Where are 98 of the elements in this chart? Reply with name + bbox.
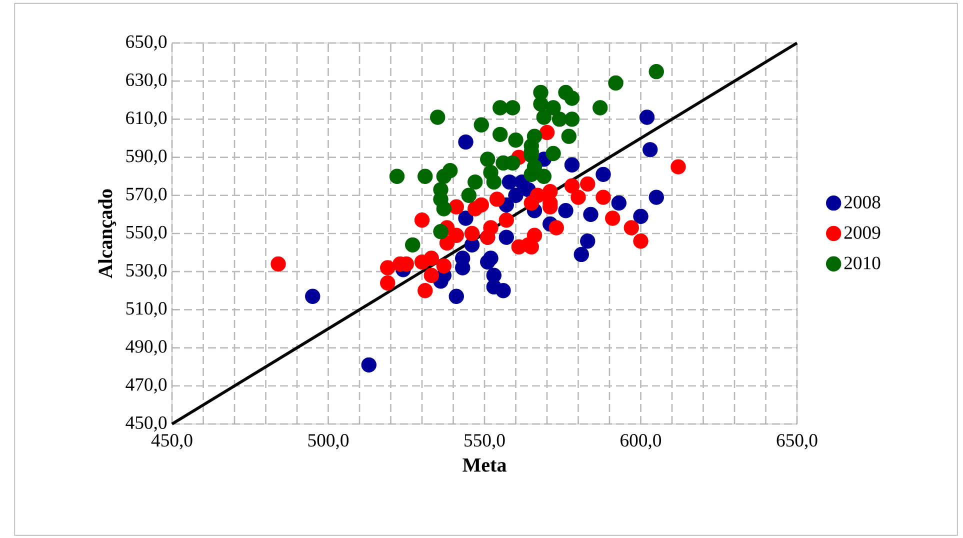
- point: [592, 100, 608, 116]
- point: [483, 250, 498, 266]
- point: [539, 124, 555, 140]
- point: [552, 112, 568, 127]
- point: [461, 188, 476, 203]
- x-tick-label: 450,0: [151, 434, 192, 450]
- point: [480, 152, 496, 167]
- point: [458, 210, 474, 226]
- point: [418, 168, 433, 184]
- x-tick-label: 550,0: [464, 434, 505, 450]
- point: [414, 212, 430, 228]
- point: [570, 190, 586, 205]
- x-axis-title: Meta: [462, 458, 506, 472]
- y-tick-label: 610,0: [126, 112, 167, 127]
- point: [468, 174, 483, 190]
- point: [648, 190, 664, 205]
- legend-label: 2009: [844, 226, 880, 239]
- point: [474, 197, 489, 213]
- y-tick-label: 450,0: [126, 416, 167, 432]
- point: [442, 163, 458, 178]
- point: [498, 230, 514, 245]
- point: [546, 146, 561, 162]
- point: [380, 260, 396, 276]
- y-tick-label: 550,0: [126, 226, 167, 242]
- point: [458, 134, 474, 150]
- point: [305, 288, 320, 304]
- point: [489, 192, 505, 207]
- point: [424, 250, 439, 266]
- point: [380, 275, 396, 291]
- point: [530, 188, 546, 203]
- y-axis-title: Alcançado: [98, 189, 116, 278]
- point: [492, 126, 508, 142]
- point: [605, 210, 620, 226]
- point: [546, 100, 561, 116]
- y-tick-label: 530,0: [126, 264, 167, 280]
- point: [536, 168, 552, 184]
- point: [448, 288, 464, 304]
- point: [611, 195, 626, 211]
- point: [574, 246, 589, 262]
- legend-label: 2010: [844, 256, 880, 270]
- point: [270, 256, 286, 272]
- point: [633, 208, 648, 224]
- point: [433, 224, 448, 240]
- x-tick-label: 500,0: [308, 434, 349, 450]
- point: [418, 283, 433, 298]
- x-tick-label: 650,0: [776, 434, 818, 450]
- point: [430, 110, 446, 125]
- point: [564, 90, 580, 106]
- point: [580, 234, 596, 249]
- point: [508, 188, 524, 203]
- point: [624, 220, 639, 236]
- point: [436, 201, 452, 216]
- y-tick-label: 630,0: [126, 73, 167, 89]
- point: [561, 128, 576, 144]
- legend-label: 2008: [844, 196, 880, 208]
- x-tick-label: 600,0: [620, 434, 662, 450]
- point: [596, 190, 611, 205]
- point: [505, 100, 520, 116]
- y-tick-label: 510,0: [126, 302, 167, 318]
- point: [536, 110, 552, 125]
- point: [580, 176, 596, 192]
- point: [639, 110, 655, 125]
- point: [583, 206, 598, 222]
- point: [526, 128, 542, 144]
- point: [448, 228, 464, 243]
- point: [542, 184, 558, 200]
- y-tick-label: 650,0: [126, 35, 167, 51]
- point: [670, 159, 686, 174]
- point: [633, 234, 648, 249]
- point: [448, 199, 464, 214]
- point: [564, 112, 580, 127]
- y-tick-label: 490,0: [126, 340, 167, 356]
- point: [502, 174, 518, 190]
- point: [533, 96, 548, 112]
- point: [648, 64, 664, 80]
- point: [389, 168, 405, 184]
- point: [436, 258, 452, 274]
- point: [608, 75, 624, 91]
- point: [405, 237, 420, 253]
- point: [548, 220, 564, 236]
- point: [361, 357, 376, 373]
- point: [564, 178, 580, 194]
- point: [496, 283, 511, 298]
- point: [564, 157, 580, 173]
- point: [424, 268, 439, 283]
- point: [464, 226, 480, 242]
- point: [492, 100, 508, 116]
- y-tick-label: 470,0: [126, 378, 167, 394]
- point: [474, 117, 489, 133]
- point: [596, 166, 611, 182]
- point: [483, 220, 498, 236]
- point: [486, 174, 502, 190]
- y-tick-label: 590,0: [126, 150, 167, 165]
- point: [508, 132, 524, 148]
- y-tick-label: 570,0: [126, 188, 167, 204]
- point: [642, 142, 658, 158]
- point: [558, 203, 574, 218]
- point: [498, 212, 514, 228]
